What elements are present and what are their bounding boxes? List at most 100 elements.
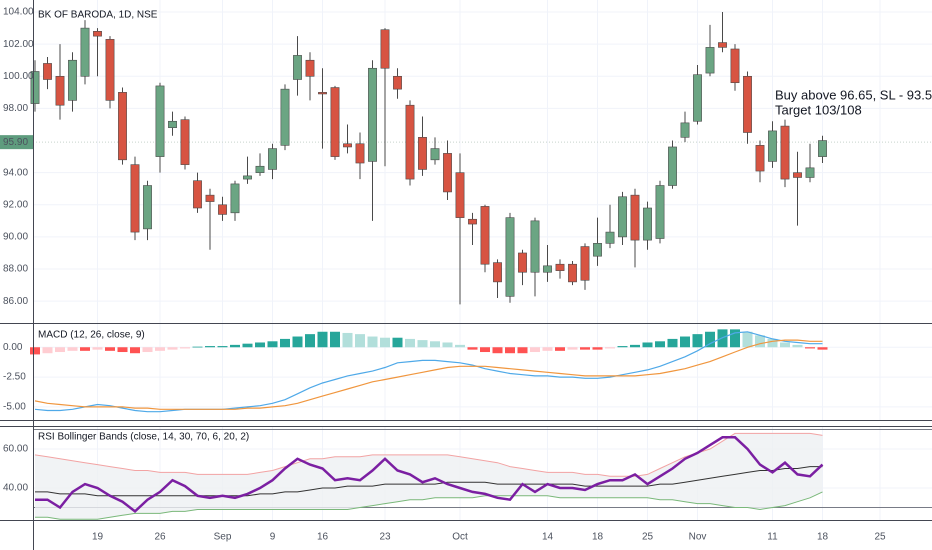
histogram-bar <box>92 347 103 350</box>
histogram-bar <box>417 340 428 348</box>
candle-body <box>680 122 690 138</box>
histogram-bar <box>405 338 415 348</box>
candle-body <box>68 59 77 101</box>
candle-body <box>230 183 240 214</box>
histogram-bar <box>180 347 190 349</box>
y-tick-label: 94.00 <box>3 167 28 178</box>
y-tick-label: 102.00 <box>3 39 34 50</box>
x-tick-label: 25 <box>642 532 654 543</box>
candle-body <box>343 143 352 148</box>
candle-body <box>730 48 740 84</box>
histogram-bar <box>105 347 115 351</box>
candle-body <box>780 125 790 180</box>
histogram-bar <box>55 347 65 353</box>
annotation: Buy above 96.65, SL - 93.50, <box>775 87 932 102</box>
histogram-bar <box>505 347 515 354</box>
histogram-bar <box>555 347 565 351</box>
histogram-bar <box>292 336 303 348</box>
x-tick-label: 9 <box>270 532 276 543</box>
indicator-title: MACD (12, 26, close, 9) <box>38 330 145 341</box>
marks <box>30 12 828 520</box>
histogram-bar <box>80 347 90 351</box>
candle-body <box>305 59 315 77</box>
candle-body <box>818 140 827 157</box>
y-tick-label: -2.50 <box>3 372 26 383</box>
histogram-bar <box>667 338 678 348</box>
histogram-bar <box>805 347 815 349</box>
histogram-bar <box>155 347 165 351</box>
candle-body <box>705 47 715 74</box>
candle-body <box>593 243 602 257</box>
candle-body <box>130 164 140 233</box>
histogram-bar <box>167 347 178 350</box>
candle-body <box>55 75 65 106</box>
last-price-label: 95.90 <box>3 137 28 148</box>
candle-body <box>155 85 165 157</box>
rsi-line <box>35 436 824 514</box>
candle-body <box>693 74 702 122</box>
candle-body <box>430 148 440 161</box>
x-tick-label: 11 <box>767 532 778 543</box>
y-tick-label: 88.00 <box>3 264 28 275</box>
histogram-bar <box>130 347 140 354</box>
histogram-bar <box>30 347 40 355</box>
histogram-bar <box>780 342 790 348</box>
histogram-bar <box>680 336 690 348</box>
histogram-bar <box>267 341 278 348</box>
macd-line <box>34 339 823 410</box>
candle-body <box>105 39 115 101</box>
candle-body <box>393 75 402 90</box>
histogram-bar <box>255 342 265 348</box>
candle-body <box>455 172 465 218</box>
y-tick-label: 60.00 <box>3 444 28 455</box>
labels: BK OF BARODA, 1D, NSE MACD (12, 26, clos… <box>0 7 932 543</box>
candle-body <box>643 207 652 241</box>
histogram-bar <box>480 347 490 353</box>
y-tick-label: -5.00 <box>3 402 26 413</box>
histogram-bar <box>205 346 215 348</box>
histogram-bar <box>355 334 365 348</box>
annotation: Target 103/108 <box>775 102 862 117</box>
candle-body <box>668 146 677 186</box>
histogram-bar <box>580 347 590 350</box>
histogram-bar <box>380 337 390 348</box>
candle-body <box>568 263 577 283</box>
candle-body <box>605 231 615 244</box>
candle-body <box>193 180 202 209</box>
histogram-bar <box>305 334 315 348</box>
last-price-box <box>0 135 33 150</box>
candle-body <box>93 31 102 37</box>
histogram-bar <box>117 347 128 353</box>
histogram-bar <box>592 347 603 350</box>
histogram-bar <box>342 332 353 348</box>
histogram-bar <box>655 341 665 348</box>
candle-body <box>655 185 665 239</box>
histogram-bar <box>767 338 778 348</box>
candle-body <box>355 143 365 164</box>
histogram-bar <box>605 347 615 349</box>
histogram-bar <box>755 335 765 348</box>
histogram-bar <box>705 331 715 348</box>
candle-body <box>505 217 515 297</box>
histogram-bar <box>217 346 228 348</box>
candle-body <box>793 172 802 178</box>
candle-body <box>518 252 527 273</box>
x-tick-label: 25 <box>874 532 886 543</box>
histogram-bar <box>42 347 53 354</box>
candle-body <box>580 246 590 281</box>
histogram-bar <box>317 331 328 348</box>
histogram-bar <box>280 338 290 348</box>
candle-body <box>805 167 815 178</box>
histogram-bar <box>530 347 540 353</box>
x-tick-label: 26 <box>154 532 166 543</box>
histogram-bar <box>67 347 78 351</box>
candle-body <box>30 71 40 104</box>
y-tick-label: 92.00 <box>3 199 28 210</box>
candle-body <box>118 92 127 161</box>
y-tick-label: 104.00 <box>3 7 34 18</box>
candle-body <box>255 165 265 173</box>
histogram-bar <box>517 347 528 354</box>
candle-body <box>543 265 552 273</box>
histogram-bar <box>455 344 465 348</box>
